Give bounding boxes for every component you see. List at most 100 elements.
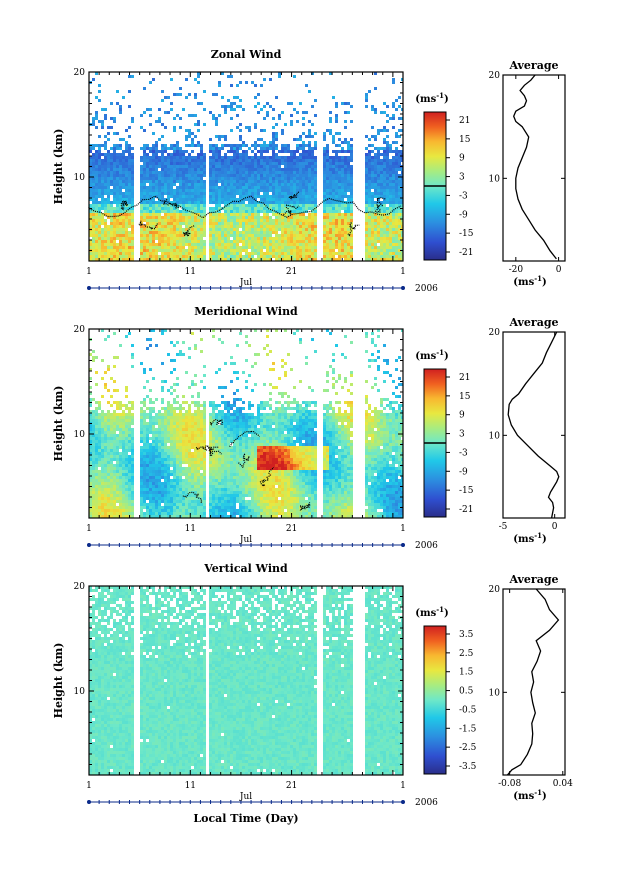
heatmap-cell xyxy=(125,180,128,183)
heatmap-cell xyxy=(266,114,269,117)
heatmap-cell xyxy=(101,189,104,192)
heatmap-cell xyxy=(116,509,119,512)
heatmap-cell xyxy=(98,177,101,180)
heatmap-cell xyxy=(257,231,260,234)
heatmap-cell xyxy=(233,249,236,252)
heatmap-cell xyxy=(113,189,116,192)
heatmap-cell xyxy=(224,234,227,237)
heatmap-cell xyxy=(314,249,317,252)
heatmap-cell xyxy=(92,467,95,470)
heatmap-cell xyxy=(197,225,200,228)
heatmap-cell xyxy=(299,138,302,141)
heatmap-cell xyxy=(98,90,101,93)
heatmap-cell xyxy=(167,207,170,210)
heatmap-cell xyxy=(128,512,131,515)
heatmap-cell xyxy=(239,246,242,249)
heatmap-cell xyxy=(266,156,269,159)
heatmap-cell xyxy=(155,413,158,416)
heatmap-cell xyxy=(386,177,389,180)
heatmap-cell xyxy=(131,147,134,150)
heatmap-cell xyxy=(182,186,185,189)
heatmap-cell xyxy=(110,147,113,150)
heatmap-cell xyxy=(173,168,176,171)
heatmap-cell xyxy=(284,156,287,159)
profile-x-unit: (ms-1) xyxy=(513,274,546,288)
heatmap-cell xyxy=(338,234,341,237)
heatmap-cell xyxy=(275,156,278,159)
heatmap-cell xyxy=(122,252,125,255)
heatmap-cell xyxy=(395,189,398,192)
heatmap-cell xyxy=(311,123,314,126)
heatmap-cell xyxy=(329,189,332,192)
heatmap-cell xyxy=(152,461,155,464)
heatmap-cell xyxy=(101,201,104,204)
heatmap-cell xyxy=(143,506,146,509)
heatmap-cell xyxy=(122,413,125,416)
heatmap-cell xyxy=(383,246,386,249)
heatmap-cell xyxy=(272,186,275,189)
heatmap-cell xyxy=(377,240,380,243)
heatmap-cell xyxy=(389,189,392,192)
heatmap-cell xyxy=(221,162,224,165)
heatmap-cell xyxy=(149,464,152,467)
heatmap-cell xyxy=(149,443,152,446)
heatmap-cell xyxy=(95,156,98,159)
heatmap-cell xyxy=(215,159,218,162)
heatmap-cell xyxy=(98,144,101,147)
heatmap-cell xyxy=(110,237,113,240)
heatmap-cell xyxy=(158,231,161,234)
heatmap-cell xyxy=(176,249,179,252)
heatmap-cell xyxy=(392,195,395,198)
heatmap-cell xyxy=(311,150,314,153)
heatmap-cell xyxy=(257,228,260,231)
heatmap-cell xyxy=(314,204,317,207)
heatmap-cell xyxy=(155,440,158,443)
heatmap-cell xyxy=(119,111,122,114)
heatmap-cell xyxy=(194,186,197,189)
heatmap-cell xyxy=(185,252,188,255)
heatmap-cell xyxy=(308,201,311,204)
heatmap-cell xyxy=(119,500,122,503)
heatmap-cell xyxy=(116,461,119,464)
heatmap-cell xyxy=(248,201,251,204)
heatmap-cell xyxy=(329,195,332,198)
heatmap-cell xyxy=(131,240,134,243)
heatmap-cell xyxy=(104,207,107,210)
heatmap-cell xyxy=(365,225,368,228)
heatmap-cell xyxy=(104,425,107,428)
heatmap-cell xyxy=(146,186,149,189)
heatmap-cell xyxy=(161,431,164,434)
heatmap-cell xyxy=(386,210,389,213)
heatmap-cell xyxy=(152,458,155,461)
heatmap-cell xyxy=(341,246,344,249)
heatmap-cell xyxy=(101,159,104,162)
heatmap-cell xyxy=(245,189,248,192)
heatmap-cell xyxy=(92,464,95,467)
heatmap-cell xyxy=(284,168,287,171)
heatmap-cell xyxy=(122,512,125,515)
heatmap-cell xyxy=(335,150,338,153)
heatmap-cell xyxy=(143,440,146,443)
heatmap-cell xyxy=(125,237,128,240)
heatmap-cell xyxy=(380,225,383,228)
heatmap-cell xyxy=(224,249,227,252)
heatmap-cell xyxy=(221,231,224,234)
heatmap-cell xyxy=(239,81,242,84)
heatmap-cell xyxy=(119,219,122,222)
heatmap-cell xyxy=(257,171,260,174)
heatmap-cell xyxy=(227,189,230,192)
heatmap-cell xyxy=(275,162,278,165)
heatmap-cell xyxy=(155,147,158,150)
heatmap-cell xyxy=(113,440,116,443)
heatmap-cell xyxy=(101,440,104,443)
heatmap-cell xyxy=(92,222,95,225)
heatmap-cell xyxy=(380,243,383,246)
heatmap-cell xyxy=(194,123,197,126)
heatmap-cell xyxy=(110,479,113,482)
heatmap-cell xyxy=(251,198,254,201)
heatmap-cell xyxy=(266,183,269,186)
heatmap-cell xyxy=(326,180,329,183)
heatmap-cell xyxy=(122,165,125,168)
heatmap-cell xyxy=(125,413,128,416)
heatmap-cell xyxy=(275,195,278,198)
